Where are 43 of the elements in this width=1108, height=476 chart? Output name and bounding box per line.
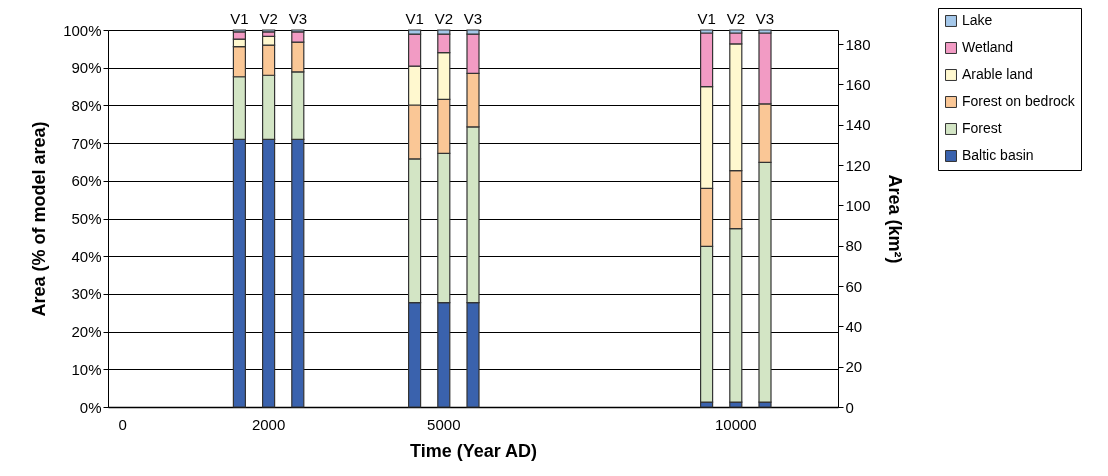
y2-tick-label: 40 xyxy=(845,317,863,335)
y-tick-label: 80% xyxy=(71,96,102,114)
legend-label: Wetland xyxy=(962,39,1014,55)
y-tick-label: 100% xyxy=(63,21,102,39)
y-tick-label: 70% xyxy=(71,134,102,152)
x-tick-label: V3 xyxy=(463,9,483,27)
y-axis-title: Area (% of model area) xyxy=(29,121,50,317)
y2-tick-label: 140 xyxy=(845,116,871,134)
text: 5000 xyxy=(427,415,461,433)
x-tick-label: V1 xyxy=(405,9,424,27)
y-tick-label: 60% xyxy=(71,172,102,190)
y-tick-label: 10% xyxy=(71,360,102,378)
legend-label: Forest xyxy=(962,120,1002,136)
y-tick-label: 50% xyxy=(71,210,102,227)
x-tick-label: V2 xyxy=(259,9,278,27)
x-axis-title: Time (Year AD) xyxy=(409,440,538,461)
text: 0 xyxy=(118,415,127,433)
y2-axis-title: Area (km²) xyxy=(884,174,905,264)
x-tick-label: V1 xyxy=(697,9,716,27)
y-tick-label: 0% xyxy=(79,398,102,416)
x-tick-label: V3 xyxy=(288,9,307,27)
y2-tick-label: 120 xyxy=(845,156,871,174)
y-tick-label: 30% xyxy=(71,285,102,303)
y-tick-label: 40% xyxy=(71,247,102,265)
legend-label: Arable land xyxy=(962,66,1033,82)
text: 10000 xyxy=(714,415,757,433)
y2-tick-label: 80 xyxy=(845,237,863,255)
x-tick-label: V2 xyxy=(434,9,453,27)
x-tick-label: V3 xyxy=(755,9,775,27)
y2-tick-label: 100 xyxy=(845,196,871,214)
x-tick-label: V1 xyxy=(230,9,249,27)
y-tick-label: 90% xyxy=(71,59,102,77)
x-tick-label: V2 xyxy=(726,9,745,27)
y-tick-label: 20% xyxy=(71,323,102,341)
text: 2000 xyxy=(251,415,286,433)
y2-tick-label: 60 xyxy=(845,277,863,295)
legend-label: Lake xyxy=(962,12,993,28)
y2-tick-label: 160 xyxy=(845,75,871,93)
legend-label: Baltic basin xyxy=(962,147,1034,163)
y2-tick-label: 180 xyxy=(845,35,871,53)
legend-label: Forest on bedrock xyxy=(962,93,1076,109)
y2-tick-label: 20 xyxy=(845,358,863,376)
y2-tick-label: 0 xyxy=(845,398,854,416)
